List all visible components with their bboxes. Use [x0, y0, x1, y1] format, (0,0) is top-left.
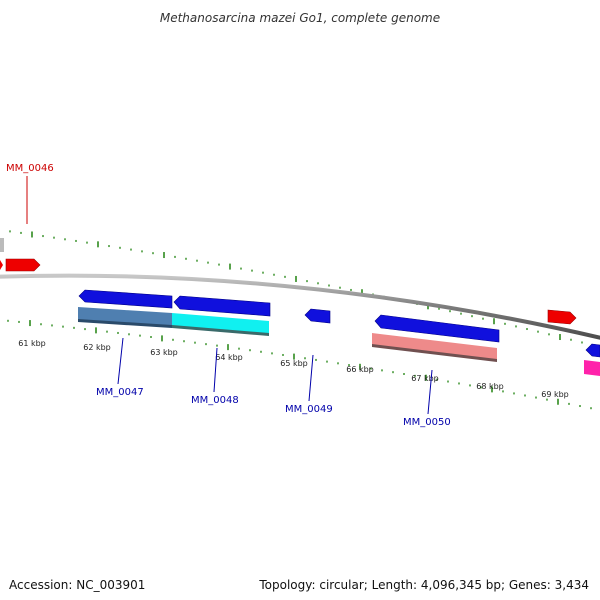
gene-leader-line [213, 347, 218, 393]
kbp-label: 65 kbp [280, 359, 308, 368]
gene-leader-line [117, 337, 124, 385]
gene-arrow-mm0047[interactable] [78, 289, 173, 309]
kbp-label: 68 kbp [476, 382, 504, 391]
cds-bar-mm0048-shadow [172, 325, 269, 336]
kbp-label: 61 kbp [18, 339, 46, 348]
kbp-label: 63 kbp [150, 348, 178, 357]
cds-bar-magenta[interactable] [584, 360, 600, 376]
accession-text: Accession: NC_003901 [9, 578, 146, 592]
kbp-label: 66 kbp [346, 365, 374, 374]
kbp-label-group: 61 kbp 62 kbp 63 kbp 64 kbp 65 kbp 66 kbp 67 k… [18, 339, 569, 399]
gene-arrow-mm0046-left[interactable] [0, 260, 3, 270]
kbp-label: 67 kbp [411, 374, 439, 383]
gene-label-mm0047[interactable]: MM_0047 [96, 387, 144, 398]
gene-label-mm0046[interactable]: MM_0046 [6, 163, 54, 174]
grey-feature [0, 238, 4, 252]
gene-label-mm0049[interactable]: MM_0049 [285, 404, 333, 415]
cds-bar-mm0050[interactable] [372, 333, 497, 361]
gene-leader-line [308, 354, 314, 402]
cds-bar-mm0047-shadow [78, 319, 172, 328]
gene-leader-line [427, 369, 433, 415]
outer-tick-ring [9, 230, 594, 347]
kbp-label: 69 kbp [541, 390, 569, 399]
kbp-label: 64 kbp [215, 353, 243, 362]
gene-label-mm0048[interactable]: MM_0048 [191, 395, 239, 406]
summary-text: Topology: circular; Length: 4,096,345 bp… [259, 578, 589, 592]
genome-backbone [0, 273, 600, 340]
gene-arrow-mm0046[interactable] [5, 258, 41, 272]
inner-tick-ring [7, 319, 592, 410]
cds-bar-mm0048[interactable] [172, 313, 269, 335]
cds-bar-mm0050-shadow [372, 344, 497, 362]
gene-arrow-mm0050[interactable] [374, 314, 500, 343]
gene-arrow-mm0049[interactable] [304, 308, 331, 324]
gene-arrow-mm0048[interactable] [173, 295, 271, 317]
gene-label-mm0050[interactable]: MM_0050 [403, 417, 451, 428]
gene-arrow-forward-right[interactable] [547, 309, 577, 325]
kbp-label: 62 kbp [83, 343, 111, 352]
map-title: Methanosarcina mazei Go1, complete genom… [160, 11, 440, 25]
gene-arrow-reverse-right[interactable] [585, 343, 600, 358]
gene-label-group: MM_0046 MM_0047 MM_0048 MM_0049 MM_0050 [6, 163, 451, 428]
